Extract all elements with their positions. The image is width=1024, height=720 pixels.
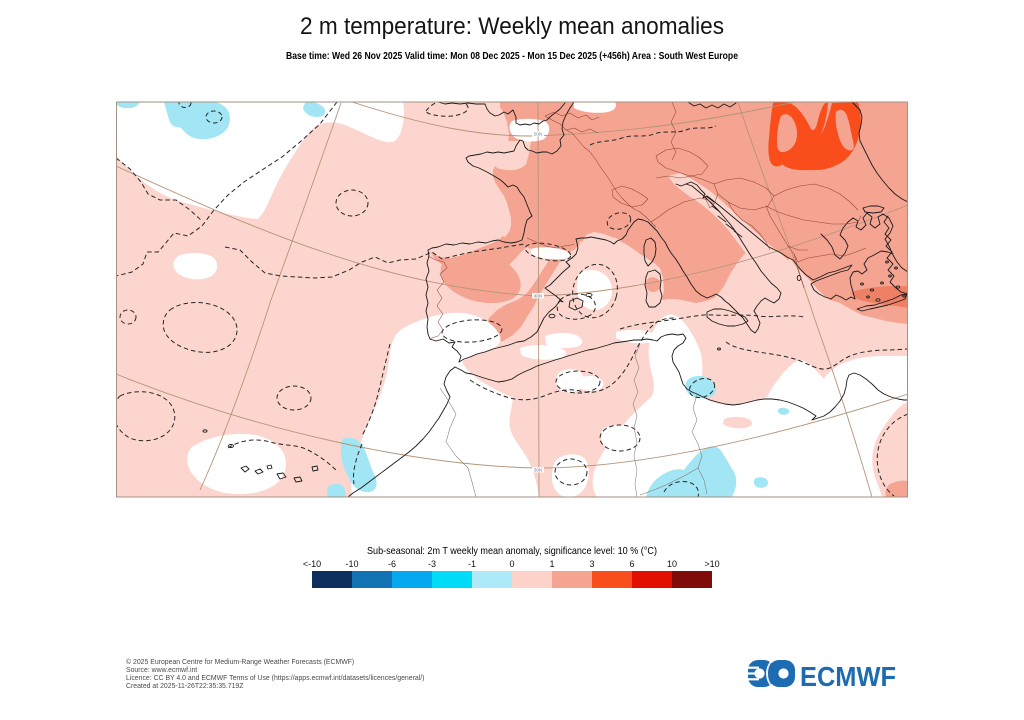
svg-text:Base time: Wed 26 Nov 2025 Val: Base time: Wed 26 Nov 2025 Valid time: M…: [286, 51, 738, 62]
svg-text:3: 3: [589, 559, 594, 569]
svg-text:Source: www.ecmwf.int: Source: www.ecmwf.int: [126, 667, 197, 674]
svg-text:6: 6: [629, 559, 634, 569]
svg-text:Created at 2025-11-26T22:35:35: Created at 2025-11-26T22:35:35.719Z: [126, 683, 243, 690]
svg-text:-10: -10: [345, 559, 358, 569]
svg-text:1: 1: [549, 559, 554, 569]
svg-text:2 m temperature: Weekly mean a: 2 m temperature: Weekly mean anomalies: [300, 13, 724, 40]
svg-text:ECMWF: ECMWF: [800, 661, 896, 692]
svg-text:Sub-seasonal: 2m T weekly mean: Sub-seasonal: 2m T weekly mean anomaly, …: [367, 545, 657, 557]
svg-text:10: 10: [667, 559, 677, 569]
svg-text:Licence: CC BY 4.0 and ECMWF T: Licence: CC BY 4.0 and ECMWF Terms of Us…: [126, 675, 424, 682]
svg-text:50N: 50N: [534, 132, 542, 137]
svg-text:-1: -1: [468, 559, 476, 569]
svg-text:40N: 40N: [534, 294, 542, 299]
svg-text:-3: -3: [428, 559, 436, 569]
svg-text:<-10: <-10: [303, 559, 321, 569]
svg-text:30N: 30N: [534, 468, 542, 473]
svg-text:© 2025 European Centre for Med: © 2025 European Centre for Medium-Range …: [126, 658, 354, 666]
svg-text:0: 0: [509, 559, 514, 569]
svg-text:>10: >10: [704, 559, 719, 569]
svg-text:-6: -6: [388, 559, 396, 569]
